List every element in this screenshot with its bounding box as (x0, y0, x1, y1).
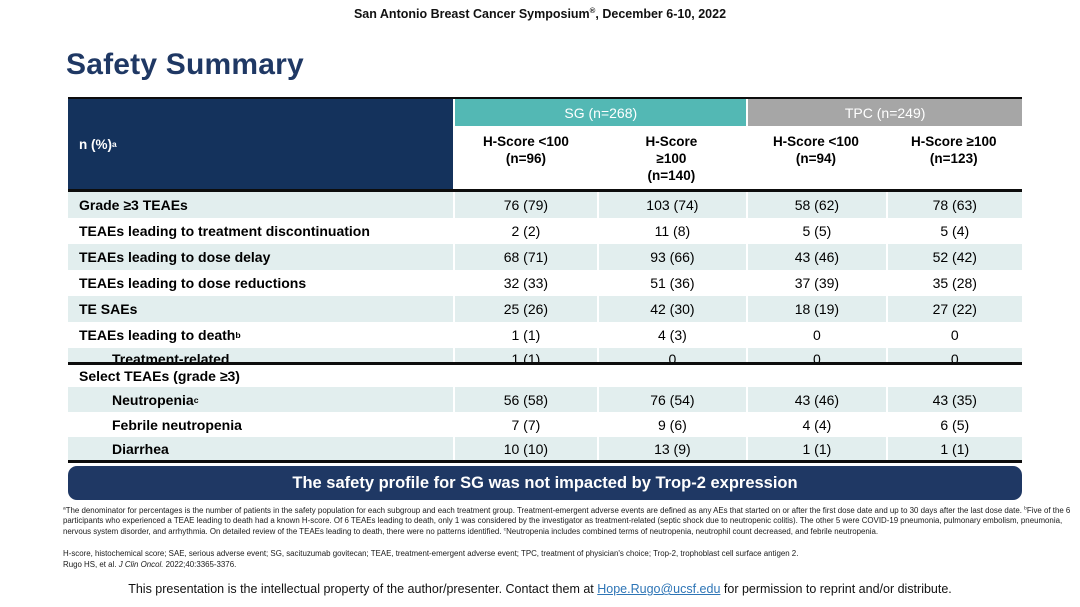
row-value: 4 (4) (746, 412, 885, 437)
row-value: 32 (33) (503, 275, 549, 291)
group-header-sg: SG (n=268) (455, 99, 747, 126)
row-value: 43 (35) (885, 387, 1022, 412)
row-label: Grade ≥3 TEAEs (68, 192, 456, 218)
footnote-c: Neutropenia includes combined terms of n… (506, 526, 879, 536)
table-section-row: Select TEAEs (grade ≥3) (68, 365, 1022, 387)
table-row: TEAEs leading to death b 1 (1) 4 (3) 0 0 (68, 322, 1022, 348)
conclusion-banner: The safety profile for SG was not impact… (68, 466, 1022, 500)
conference-header: San Antonio Breast Cancer Symposium®, De… (0, 5, 1080, 21)
row-value: 0 (596, 348, 747, 362)
row-value: 1 (1) (511, 327, 541, 343)
row-value: 43 (46) (746, 387, 885, 412)
row-value: 58 (62) (746, 192, 885, 218)
row-value: 68 (71) (503, 249, 549, 265)
table-body: Grade ≥3 TEAEs 76 (79) 103 (74) 58 (62) … (68, 192, 1022, 463)
citation: Rugo HS, et al. J Clin Oncol. 2022;40:33… (63, 560, 237, 569)
table-row: Neutropenia c 56 (58) 76 (54) 43 (46) 43 … (68, 387, 1022, 412)
footnote-mark-c: c (503, 526, 507, 532)
page-title: Safety Summary (66, 48, 304, 81)
row-label: Neutropenia c (68, 387, 456, 412)
row-value: 1 (1) (511, 351, 541, 365)
row-label: Treatment-related (68, 348, 456, 362)
row-value: 6 (5) (885, 412, 1022, 437)
footnote-a: The denominator for percentages is the n… (65, 506, 1025, 515)
row-value: 0 (746, 322, 885, 348)
column-header: H-Score ≥100 (n=140) (645, 134, 698, 183)
row-value: 10 (10) (503, 440, 549, 457)
row-label: TEAEs leading to dose delay (68, 244, 456, 270)
row-header-cell: n (%) a (68, 99, 456, 189)
section-label: Select TEAEs (grade ≥3) (79, 368, 240, 384)
table-row: TEAEs leading to treatment discontinuati… (68, 218, 1022, 244)
row-value: 56 (58) (503, 391, 549, 408)
row-value: 42 (30) (596, 296, 747, 322)
table-header: n (%) a SG (n=268) TPC (n=249) H-Score <1… (68, 99, 1022, 192)
row-value: 103 (74) (596, 192, 747, 218)
table-row: Febrile neutropenia 7 (7) 9 (6) 4 (4) 6 … (68, 412, 1022, 437)
row-label: TE SAEs (68, 296, 456, 322)
table-row: TE SAEs 25 (26) 42 (30) 18 (19) 27 (22) (68, 296, 1022, 322)
row-value: 76 (79) (503, 197, 549, 213)
row-value: 11 (8) (596, 218, 747, 244)
row-value: 0 (746, 348, 885, 362)
row-label: Febrile neutropenia (68, 412, 456, 437)
footnote-mark-a: a (63, 506, 66, 512)
journal-name: J Clin Oncol. (118, 560, 164, 569)
row-value: 2 (2) (511, 223, 541, 239)
registered-mark: ® (589, 5, 596, 15)
row-label: TEAEs leading to death b (68, 322, 456, 348)
conference-date: , December 6-10, 2022 (595, 7, 727, 21)
column-header: H-Score <100 (n=94) (772, 134, 859, 166)
row-value: 37 (39) (746, 270, 885, 296)
row-value: 4 (3) (596, 322, 747, 348)
row-value: 52 (42) (885, 244, 1022, 270)
group-header-tpc: TPC (n=249) (746, 99, 1022, 126)
row-value: 0 (885, 348, 1022, 362)
footnote-mark-b: b (1024, 506, 1027, 512)
conference-name: San Antonio Breast Cancer Symposium (353, 7, 590, 21)
row-value: 78 (63) (885, 192, 1022, 218)
table-row: Diarrhea 10 (10) 13 (9) 1 (1) 1 (1) (68, 437, 1022, 463)
row-value: 35 (28) (885, 270, 1022, 296)
column-header: H-Score <100 (n=96) (482, 134, 569, 166)
footnote-b: Five of the 6 participants who experienc… (63, 506, 1071, 536)
row-value: 5 (5) (746, 218, 885, 244)
ip-statement: This presentation is the intellectual pr… (128, 582, 952, 596)
row-value: 43 (46) (746, 244, 885, 270)
row-value: 5 (4) (885, 218, 1022, 244)
email-link[interactable]: Hope.Rugo@ucsf.edu (597, 582, 721, 596)
row-value: 93 (66) (596, 244, 747, 270)
row-label: Diarrhea (68, 437, 456, 460)
column-header: H-Score ≥100 (n=123) (911, 134, 997, 166)
table-row: Grade ≥3 TEAEs 76 (79) 103 (74) 58 (62) … (68, 192, 1022, 218)
footnotes: aThe denominator for percentages is the … (63, 506, 1073, 537)
abbreviations: H-score, histochemical score; SAE, serio… (63, 549, 799, 558)
safety-summary-table: n (%) a SG (n=268) TPC (n=249) H-Score <1… (68, 97, 1022, 463)
row-value: 18 (19) (746, 296, 885, 322)
row-value: 9 (6) (596, 412, 747, 437)
row-value: 1 (1) (746, 437, 885, 460)
row-label: TEAEs leading to treatment discontinuati… (68, 218, 456, 244)
group-header-row: SG (n=268) TPC (n=249) (68, 99, 1022, 126)
row-label: TEAEs leading to dose reductions (68, 270, 456, 296)
row-value: 0 (885, 322, 1022, 348)
table-row-clipped: Treatment-related 1 (1) 0 0 0 (68, 348, 1022, 365)
row-value: 7 (7) (511, 416, 541, 433)
row-value: 1 (1) (885, 437, 1022, 460)
row-value: 25 (26) (503, 301, 549, 317)
row-value: 27 (22) (885, 296, 1022, 322)
row-value: 13 (9) (596, 437, 747, 460)
table-row: TEAEs leading to dose reductions 32 (33)… (68, 270, 1022, 296)
row-value: 51 (36) (596, 270, 747, 296)
row-header-label: n (%) (79, 136, 112, 152)
row-value: 76 (54) (596, 387, 747, 412)
table-row: TEAEs leading to dose delay 68 (71) 93 (… (68, 244, 1022, 270)
